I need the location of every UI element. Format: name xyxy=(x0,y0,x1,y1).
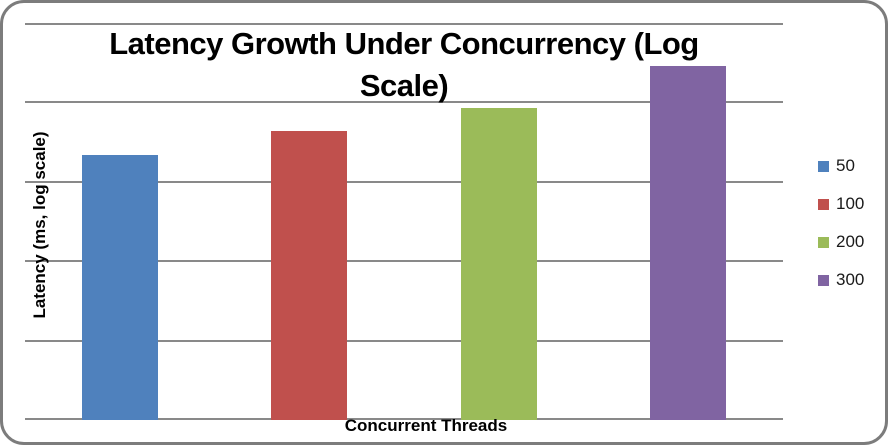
bar-series-300 xyxy=(650,66,727,420)
legend-swatch xyxy=(818,274,829,286)
gridline xyxy=(25,23,783,25)
bar-series-100 xyxy=(271,131,348,420)
plot-area: Concurrent Threads xyxy=(25,23,783,435)
gridline xyxy=(25,260,783,263)
legend-item: 300 xyxy=(818,270,864,290)
gridline xyxy=(25,339,783,342)
legend-label: 50 xyxy=(836,156,855,175)
legend-swatch xyxy=(818,198,829,210)
x-axis-baseline xyxy=(25,418,783,420)
chart-title: Latency Growth Under Concurrency (Log Sc… xyxy=(109,26,699,103)
bar-series-50 xyxy=(81,155,158,420)
gridline xyxy=(25,101,783,104)
legend-swatch xyxy=(818,160,829,172)
bars-container xyxy=(25,23,783,420)
legend-item: 100 xyxy=(818,194,864,214)
y-axis-label: Latency (ms, log scale) xyxy=(30,131,49,319)
bar-series-200 xyxy=(460,108,537,420)
legend-item: 50 xyxy=(818,156,855,176)
x-axis-label: Concurrent Threads xyxy=(344,416,508,435)
legend-label: 200 xyxy=(836,232,865,251)
legend-label: 300 xyxy=(836,270,865,289)
legend-item: 200 xyxy=(818,232,864,252)
legend-label: 100 xyxy=(836,194,865,213)
gridline xyxy=(25,180,783,183)
legend-swatch xyxy=(818,236,829,248)
